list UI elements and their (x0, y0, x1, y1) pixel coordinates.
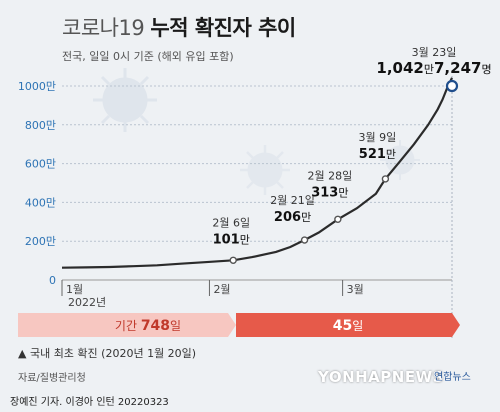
annotation-value: 1,042만7,247명 (376, 59, 491, 77)
annotation-value: 521만 (359, 147, 396, 162)
x-axis-year: 2022년 (68, 296, 106, 309)
period-band-first: 기간 748일 (18, 313, 236, 337)
period-band-second: 45일 (236, 313, 460, 337)
markers (229, 79, 459, 264)
data-marker (300, 236, 309, 244)
x-tick-label: 1월 (66, 283, 83, 296)
title-bold: 누적 확진자 추이 (150, 16, 296, 40)
annotation-date: 2월 28일 (307, 168, 352, 182)
annotation-value: 313만 (311, 185, 348, 200)
logo-badge: 연합뉴스 (434, 372, 471, 383)
credit: 장예진 기자. 이경아 인턴 20220323 (10, 397, 169, 408)
note: ▲ 국내 최초 확진 (2020년 1월 20일) (18, 347, 197, 360)
annotation-date: 3월 23일 (412, 45, 457, 59)
annotation-date: 3월 9일 (359, 130, 397, 144)
annotations: 2월 6일 101만 2월 21일 206만 2월 28일 313만 3월 9일 521만 3월… (212, 45, 491, 247)
annotation-value: 206만 (274, 210, 311, 225)
x-tick-label: 3월 (347, 283, 364, 296)
y-tick-label: 0 (49, 274, 56, 287)
x-axis: 1월 2월 3월 (61, 76, 453, 340)
y-tick-label: 800만 (25, 119, 56, 132)
period-second-label: 45일 (333, 318, 364, 334)
y-axis: 0 200만 400만 600만 800만 1000만 (18, 80, 56, 287)
y-tick-label: 600만 (25, 158, 56, 171)
y-tick-label: 200만 (25, 235, 56, 248)
period-first-label: 기간 748일 (115, 318, 181, 334)
data-marker (334, 215, 342, 223)
virus-icon (93, 68, 157, 132)
data-marker (381, 175, 390, 183)
subtitle: 전국, 일일 0시 기준 (해외 유입 포함) (62, 50, 234, 63)
y-tick-label: 400만 (25, 196, 56, 209)
series-line (61, 77, 453, 269)
virus-icon (240, 145, 290, 195)
annotation-date: 2월 21일 (270, 193, 315, 207)
annotation-value: 101만 (213, 232, 250, 247)
page-title: 코로나19 누적 확진자 추이 (62, 12, 296, 42)
yonhap-logo: YONHAPNEWS (318, 368, 444, 386)
annotation-date: 2월 6일 (212, 215, 250, 229)
y-tick-label: 1000만 (18, 80, 56, 93)
data-marker (229, 256, 237, 264)
source: 자료/질병관리청 (18, 373, 86, 384)
grid (62, 85, 452, 281)
data-marker (445, 79, 459, 93)
title-light: 코로나19 (62, 16, 145, 40)
x-tick-label: 2월 (213, 283, 230, 296)
